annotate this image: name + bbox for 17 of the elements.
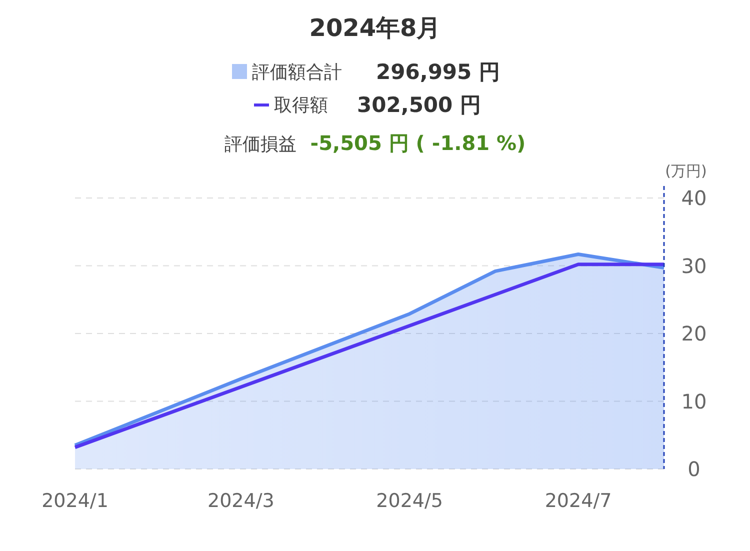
y-axis-title: (万円) (665, 162, 707, 180)
legend-label: 取得額 (274, 95, 328, 116)
text: 302,500 円 (357, 93, 481, 117)
y-tick-label: 10 (681, 389, 707, 414)
x-tick-label: 2024/5 (376, 490, 444, 512)
y-tick-label: 30 (681, 254, 707, 278)
y-tick-label: 0 (688, 457, 700, 481)
text: -5,505 円 ( -1.81 %) (310, 131, 526, 155)
x-tick-label: 2024/3 (207, 490, 274, 512)
text: 296,995 円 (376, 60, 500, 84)
y-tick-label: 20 (681, 322, 707, 346)
x-tick-label: 2024/1 (42, 490, 108, 512)
chart-title: 2024年8月 (309, 14, 441, 42)
y-tick-label: 40 (681, 186, 707, 210)
legend-label: 評価額合計 (252, 62, 342, 83)
text: 評価損益 (224, 134, 296, 155)
x-tick-label: 2024/7 (544, 490, 612, 512)
